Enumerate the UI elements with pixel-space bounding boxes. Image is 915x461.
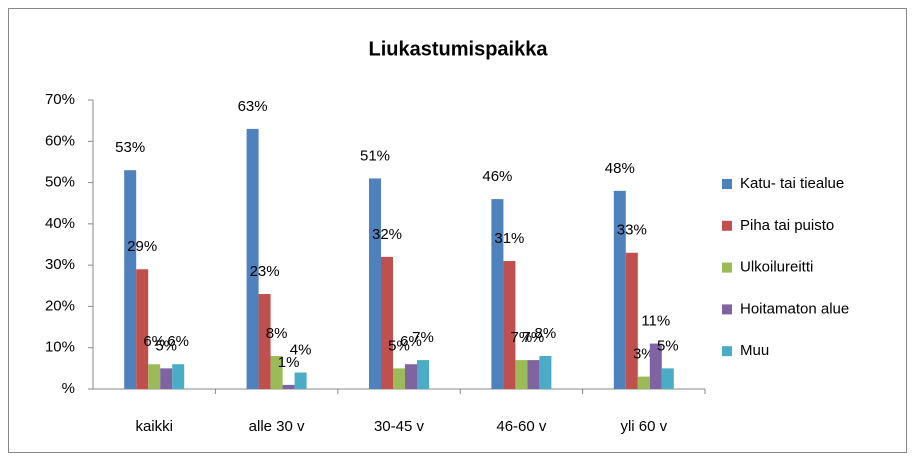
y-tick-label: 40% xyxy=(45,215,75,232)
x-tick-label: 46-60 v xyxy=(496,418,547,435)
data-label: 53% xyxy=(115,139,145,156)
x-tick-label: yli 60 v xyxy=(620,418,667,435)
bar xyxy=(172,364,185,389)
y-tick-label: 60% xyxy=(45,132,75,149)
data-label: 63% xyxy=(238,98,268,115)
bar xyxy=(258,294,271,389)
bar xyxy=(160,368,173,389)
legend-label: Ulkoilureitti xyxy=(740,259,813,276)
legend-swatch xyxy=(722,262,732,273)
bar xyxy=(539,355,552,389)
data-label: 1% xyxy=(278,354,300,371)
y-tick-label: 10% xyxy=(45,339,75,356)
legend-swatch xyxy=(722,304,732,315)
bar xyxy=(613,190,626,389)
data-label: 29% xyxy=(127,238,157,255)
data-label: 7% xyxy=(523,329,545,346)
bar xyxy=(527,360,540,389)
data-label: 31% xyxy=(494,230,524,247)
bar xyxy=(491,199,504,389)
y-tick-label: 50% xyxy=(45,174,75,191)
data-label: 6% xyxy=(400,333,422,350)
bar xyxy=(661,368,674,389)
data-label: 51% xyxy=(360,147,390,164)
legend-label: Muu xyxy=(740,342,769,359)
bar xyxy=(294,372,307,389)
bar xyxy=(503,261,516,389)
legend-swatch xyxy=(722,179,732,189)
y-tick-label: 70% xyxy=(45,91,75,108)
bar xyxy=(246,128,259,389)
bar xyxy=(136,269,149,389)
bar xyxy=(282,384,295,389)
chart-title: Liukastumispaikka xyxy=(369,38,549,60)
y-tick-label: % xyxy=(62,380,75,397)
legend-swatch xyxy=(722,346,732,357)
bar xyxy=(515,360,528,389)
bar xyxy=(124,170,137,389)
y-tick-label: 30% xyxy=(45,256,75,273)
data-label: 33% xyxy=(617,222,647,239)
legend-label: Hoitamaton alue xyxy=(740,300,849,317)
data-label: 8% xyxy=(535,325,557,342)
data-label: 6% xyxy=(143,333,165,350)
bar xyxy=(637,376,650,389)
bar xyxy=(417,360,429,389)
data-label: 32% xyxy=(372,226,402,243)
x-tick-label: kaikki xyxy=(135,418,173,435)
bar xyxy=(148,364,161,389)
data-label: 6% xyxy=(167,333,189,350)
legend-label: Katu- tai tiealue xyxy=(740,175,844,192)
data-label: 11% xyxy=(641,313,670,330)
x-tick-label: alle 30 v xyxy=(249,418,305,435)
data-label: 8% xyxy=(266,325,288,342)
data-label: 5% xyxy=(657,337,679,354)
legend-label: Piha tai puisto xyxy=(740,217,834,234)
data-label: 5% xyxy=(155,337,177,354)
bar xyxy=(369,178,381,389)
data-label: 4% xyxy=(290,341,312,358)
y-tick-label: 20% xyxy=(45,297,75,314)
bar xyxy=(649,343,662,389)
data-label: 7% xyxy=(412,329,434,346)
bar xyxy=(393,368,405,389)
legend-swatch xyxy=(722,220,732,231)
x-tick-label: 30-45 v xyxy=(374,418,425,435)
bar xyxy=(625,252,638,389)
data-label: 48% xyxy=(605,160,635,177)
data-label: 3% xyxy=(633,346,655,363)
bar xyxy=(405,364,417,389)
data-label: 46% xyxy=(482,168,512,185)
data-label: 7% xyxy=(511,329,533,346)
data-label: 5% xyxy=(388,337,410,354)
data-label: 23% xyxy=(250,263,280,280)
bar xyxy=(381,256,393,389)
bar xyxy=(270,355,283,389)
